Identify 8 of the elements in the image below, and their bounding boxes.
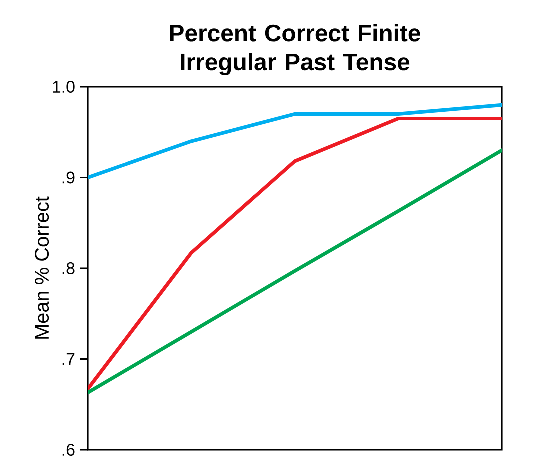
line-series [88,103,502,180]
y-tick-label: .7 [62,353,75,366]
y-axis-title: Mean % Correct [34,196,50,339]
y-tick-label: .9 [62,172,75,184]
y-tick-label: .8 [62,262,75,275]
y-tick-label: 1.0 [53,81,75,94]
y-tick-label: .6 [62,444,75,456]
chart-title: Percent Correct Finite Irregular Past Tense [170,24,420,76]
